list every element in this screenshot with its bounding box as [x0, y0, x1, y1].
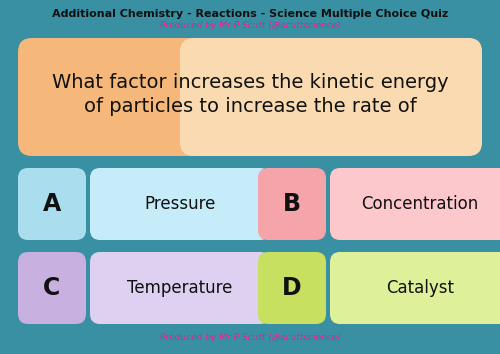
Text: A: A [43, 192, 61, 216]
FancyBboxPatch shape [258, 168, 326, 240]
FancyBboxPatch shape [90, 168, 270, 240]
FancyBboxPatch shape [180, 38, 482, 156]
FancyBboxPatch shape [258, 252, 326, 324]
Text: Produced by Mr P Scutt (@scuttscience): Produced by Mr P Scutt (@scuttscience) [160, 22, 340, 30]
FancyBboxPatch shape [330, 168, 500, 240]
Text: Pressure: Pressure [144, 195, 216, 213]
FancyBboxPatch shape [90, 252, 270, 324]
Text: Temperature: Temperature [128, 279, 232, 297]
Text: What factor increases the kinetic energy: What factor increases the kinetic energy [52, 73, 448, 91]
Text: of particles to increase the rate of: of particles to increase the rate of [84, 97, 416, 115]
Text: Produced by Mr P Scutt (@scuttscience): Produced by Mr P Scutt (@scuttscience) [160, 333, 340, 343]
FancyBboxPatch shape [18, 252, 86, 324]
FancyBboxPatch shape [18, 168, 86, 240]
Text: Catalyst: Catalyst [386, 279, 454, 297]
Text: C: C [44, 276, 60, 300]
Text: Additional Chemistry - Reactions - Science Multiple Choice Quiz: Additional Chemistry - Reactions - Scien… [52, 9, 448, 19]
Text: D: D [282, 276, 302, 300]
FancyBboxPatch shape [330, 252, 500, 324]
Text: Concentration: Concentration [362, 195, 478, 213]
FancyBboxPatch shape [18, 38, 482, 156]
Text: B: B [283, 192, 301, 216]
